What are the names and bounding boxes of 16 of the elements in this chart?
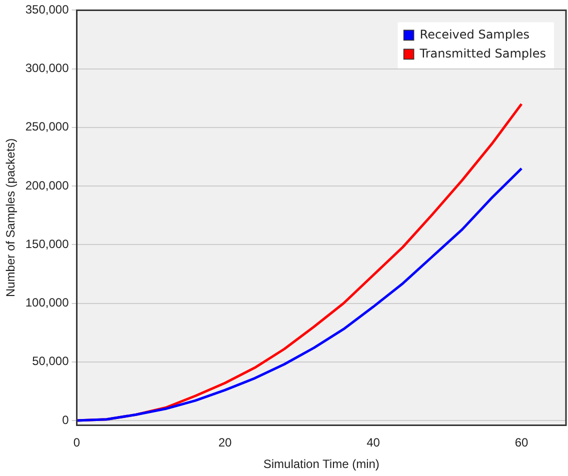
y-tick-label: 50,000 [32,354,70,368]
y-tick-label: 0 [62,412,70,427]
y-tick-label: 150,000 [25,236,70,251]
x-tick-label: 40 [366,436,380,450]
y-tick-label: 250,000 [25,120,70,134]
x-tick-label: 0 [73,436,80,450]
y-tick-label: 200,000 [25,178,70,192]
y-axis-title: Number of Samples (packets) [4,138,18,298]
x-axis-title: Simulation Time (min) [263,457,380,472]
y-tick-label: 300,000 [25,61,70,76]
legend-label: Received Samples [420,27,530,42]
y-tick-label: 350,000 [25,2,70,17]
x-tick-label: 60 [514,436,529,450]
legend-label: Transmitted Samples [418,46,546,60]
y-tick-label: 100,000 [25,296,70,310]
x-tick-label: 20 [218,436,232,450]
